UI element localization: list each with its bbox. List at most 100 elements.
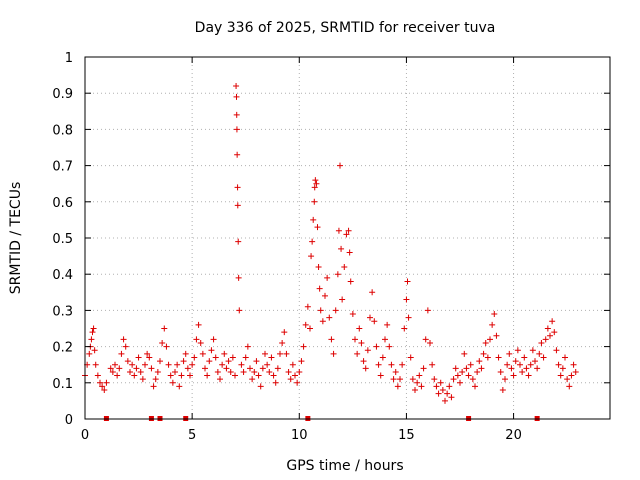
data-point — [418, 383, 425, 390]
data-point — [287, 376, 294, 383]
data-point — [422, 336, 429, 343]
data-point — [272, 379, 279, 386]
y-tick-label: 0.3 — [52, 304, 73, 319]
data-point — [346, 249, 353, 256]
data-point — [178, 372, 185, 379]
data-point — [236, 307, 243, 314]
data-point — [124, 358, 131, 365]
data-point — [289, 361, 296, 368]
data-point — [352, 336, 358, 343]
data-point — [244, 343, 251, 350]
y-tick-label: 0.2 — [52, 341, 73, 356]
data-point — [542, 336, 549, 343]
data-point — [439, 387, 446, 394]
data-point — [206, 358, 213, 365]
data-point — [397, 376, 403, 383]
data-point — [180, 358, 187, 365]
data-point — [234, 184, 241, 191]
data-point — [409, 376, 416, 383]
data-point — [193, 336, 200, 343]
data-point — [367, 314, 373, 321]
data-point — [109, 368, 116, 375]
data-point — [99, 383, 106, 390]
data-point — [338, 245, 345, 252]
data-point — [319, 318, 326, 325]
data-point — [219, 361, 226, 368]
data-point — [262, 350, 268, 357]
data-point — [225, 358, 232, 365]
data-point — [270, 372, 277, 379]
data-point — [240, 368, 247, 375]
data-point — [184, 365, 191, 372]
data-point — [401, 325, 408, 332]
data-point — [557, 372, 564, 379]
data-point — [279, 339, 286, 346]
data-point — [414, 379, 421, 386]
data-point — [345, 227, 352, 234]
data-point — [506, 350, 513, 357]
data-point — [364, 347, 371, 354]
data-point — [142, 361, 148, 368]
data-point — [427, 339, 433, 346]
data-point — [172, 368, 178, 375]
data-point — [555, 361, 562, 368]
data-point — [433, 383, 440, 390]
data-point — [467, 361, 474, 368]
x-tick-label: 10 — [291, 428, 308, 443]
y-axis-title: SRMTID / TECUs — [8, 182, 24, 295]
data-point — [232, 372, 238, 379]
data-point — [322, 292, 328, 299]
y-tick-label: 0.5 — [52, 232, 73, 247]
data-point — [420, 365, 427, 372]
data-point — [566, 383, 573, 390]
data-point — [362, 365, 369, 372]
data-point — [482, 339, 489, 346]
data-point — [472, 383, 478, 390]
data-point — [133, 365, 140, 372]
data-point — [527, 361, 534, 368]
data-point — [517, 361, 523, 368]
data-point — [386, 343, 393, 350]
data-point — [199, 350, 206, 357]
data-point — [404, 278, 411, 285]
y-tick-label: 1 — [65, 51, 73, 66]
data-point — [314, 224, 321, 231]
data-point — [131, 372, 138, 379]
data-point — [304, 303, 311, 310]
data-point — [300, 343, 307, 350]
data-point — [493, 332, 500, 339]
data-point — [553, 347, 560, 354]
data-point — [86, 350, 93, 357]
data-point — [264, 361, 271, 368]
data-point — [459, 368, 466, 375]
data-point — [150, 383, 157, 390]
data-point — [235, 274, 242, 281]
data-point — [484, 354, 491, 361]
data-point — [330, 350, 337, 357]
data-point — [139, 376, 146, 383]
data-point — [281, 329, 288, 336]
data-point — [283, 350, 290, 357]
data-point — [354, 350, 361, 357]
data-point — [510, 372, 517, 379]
data-point — [476, 358, 483, 365]
data-point — [195, 321, 202, 328]
data-point — [202, 365, 208, 372]
x-tick-label: 20 — [505, 428, 522, 443]
x-tick-label: 5 — [188, 428, 196, 443]
data-point — [442, 397, 448, 404]
data-point — [292, 372, 298, 379]
data-point — [257, 383, 264, 390]
data-point — [480, 350, 487, 357]
data-point — [259, 365, 266, 372]
data-point — [523, 365, 530, 372]
data-point — [463, 365, 470, 372]
data-point — [310, 216, 317, 223]
data-point — [512, 358, 519, 365]
data-point — [129, 361, 136, 368]
data-point — [191, 354, 198, 361]
data-point — [392, 368, 399, 375]
data-point — [495, 354, 502, 361]
data-point — [375, 361, 382, 368]
data-point — [497, 368, 504, 375]
